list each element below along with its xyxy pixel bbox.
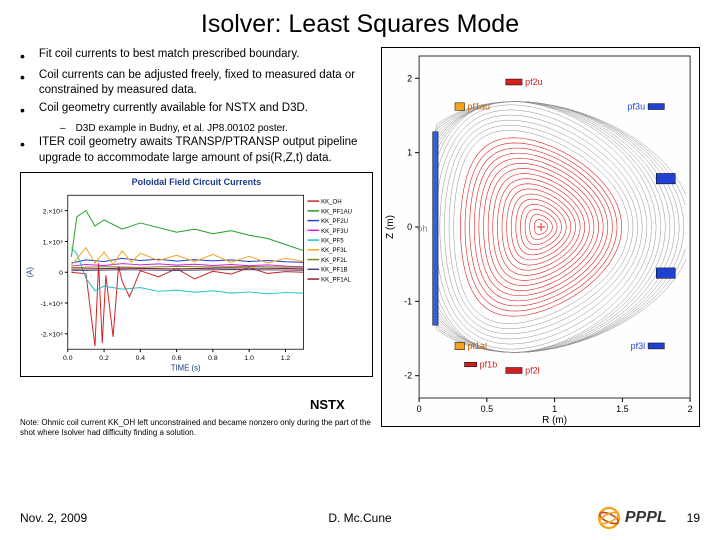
svg-text:KK_OH: KK_OH: [321, 200, 341, 206]
pppl-logo: PPPL: [597, 506, 667, 530]
footer: Nov. 2, 2009 D. Mc.Cune PPPL 19: [20, 506, 700, 530]
svg-text:KK_PF1B: KK_PF1B: [321, 268, 347, 274]
svg-text:0: 0: [407, 222, 412, 232]
svg-text:pf1al: pf1al: [467, 341, 487, 351]
svg-text:(A): (A): [26, 267, 35, 278]
left-column: Fit coil currents to best match prescrib…: [20, 47, 373, 438]
svg-text:1: 1: [407, 148, 412, 158]
svg-text:KK_PF2L: KK_PF2L: [321, 258, 347, 264]
svg-text:-1.×10⁴: -1.×10⁴: [40, 301, 63, 308]
svg-text:0.0: 0.0: [63, 355, 73, 362]
svg-text:pf3l: pf3l: [630, 341, 645, 351]
svg-text:pf1b: pf1b: [479, 360, 497, 370]
svg-text:1.0: 1.0: [244, 355, 254, 362]
svg-text:1.5: 1.5: [616, 404, 629, 414]
flux-svg: 0 0.5 1 1.5 2 -2 -1 0 1 2 R (m) Z (m) pf2u pf1au pf3u o…: [382, 48, 699, 426]
page-number: 19: [687, 511, 700, 525]
svg-text:KK_PF1AU: KK_PF1AU: [321, 210, 352, 216]
svg-text:KK_PF1AL: KK_PF1AL: [321, 278, 351, 284]
svg-text:2.×10⁴: 2.×10⁴: [43, 209, 63, 216]
line-chart-svg: -2.×10⁴ -1.×10⁴ 0 1.×10⁴ 2.×10⁴ 0.0 0.2 0.4 0.6 0…: [21, 187, 372, 375]
svg-text:0.4: 0.4: [136, 355, 146, 362]
svg-text:KK_PF3L: KK_PF3L: [321, 249, 347, 255]
svg-text:TIME (s): TIME (s): [171, 364, 201, 373]
svg-text:0.8: 0.8: [208, 355, 218, 362]
footer-date: Nov. 2, 2009: [20, 511, 247, 525]
svg-text:KK_PF3U: KK_PF3U: [321, 229, 348, 235]
footer-right: PPPL 19: [473, 506, 700, 530]
svg-text:-2: -2: [404, 371, 412, 381]
note-text: Note: Ohmic coil current KK_OH left unco…: [20, 418, 373, 437]
bullet-4: ITER coil geometry awaits TRANSP/PTRANSP…: [39, 135, 373, 166]
content-row: Fit coil currents to best match prescrib…: [20, 47, 700, 438]
svg-text:-1: -1: [404, 296, 412, 306]
svg-text:pf1au: pf1au: [467, 102, 490, 112]
svg-text:0.6: 0.6: [172, 355, 182, 362]
slide: Isolver: Least Squares Mode Fit coil cur…: [0, 0, 720, 540]
svg-text:1: 1: [552, 404, 557, 414]
logo-text: PPPL: [625, 509, 667, 527]
svg-text:-2.×10⁴: -2.×10⁴: [40, 332, 63, 339]
bullet-list: Fit coil currents to best match prescrib…: [20, 47, 373, 166]
svg-text:Z (m): Z (m): [385, 215, 396, 239]
svg-text:pf2u: pf2u: [525, 77, 543, 87]
svg-text:0: 0: [416, 404, 421, 414]
svg-text:oh: oh: [417, 223, 427, 233]
sub-bullet: D3D example in Budny, et al. JP8.00102 p…: [76, 122, 288, 136]
slide-title: Isolver: Least Squares Mode: [20, 10, 700, 39]
svg-text:2: 2: [687, 404, 692, 414]
svg-text:KK_PF2U: KK_PF2U: [321, 219, 348, 225]
svg-text:0.2: 0.2: [99, 355, 109, 362]
right-column: 0 0.5 1 1.5 2 -2 -1 0 1 2 R (m) Z (m) pf2u pf1au pf3u o…: [381, 47, 700, 438]
svg-text:pf3u: pf3u: [627, 102, 645, 112]
svg-text:0: 0: [59, 270, 63, 277]
svg-text:0.5: 0.5: [480, 404, 493, 414]
svg-text:KK_PF5: KK_PF5: [321, 239, 344, 245]
bullet-2: Coil currents can be adjusted freely, fi…: [39, 68, 373, 99]
bullet-3: Coil geometry currently available for NS…: [39, 101, 308, 120]
svg-text:2: 2: [407, 73, 412, 83]
chart-title: Poloidal Field Circuit Currents: [21, 173, 372, 187]
svg-text:R (m): R (m): [542, 415, 567, 426]
footer-author: D. Mc.Cune: [247, 511, 474, 525]
svg-text:1.×10⁴: 1.×10⁴: [43, 240, 63, 247]
svg-text:1.2: 1.2: [281, 355, 291, 362]
bullet-1: Fit coil currents to best match prescrib…: [39, 47, 300, 66]
pppl-swirl-icon: [597, 506, 621, 530]
line-chart: Poloidal Field Circuit Currents -2.×10⁴-…: [20, 172, 373, 377]
flux-plot: 0 0.5 1 1.5 2 -2 -1 0 1 2 R (m) Z (m) pf2u pf1au pf3u o…: [381, 47, 700, 427]
svg-text:pf2l: pf2l: [525, 365, 540, 375]
nstx-label: NSTX: [310, 397, 373, 412]
